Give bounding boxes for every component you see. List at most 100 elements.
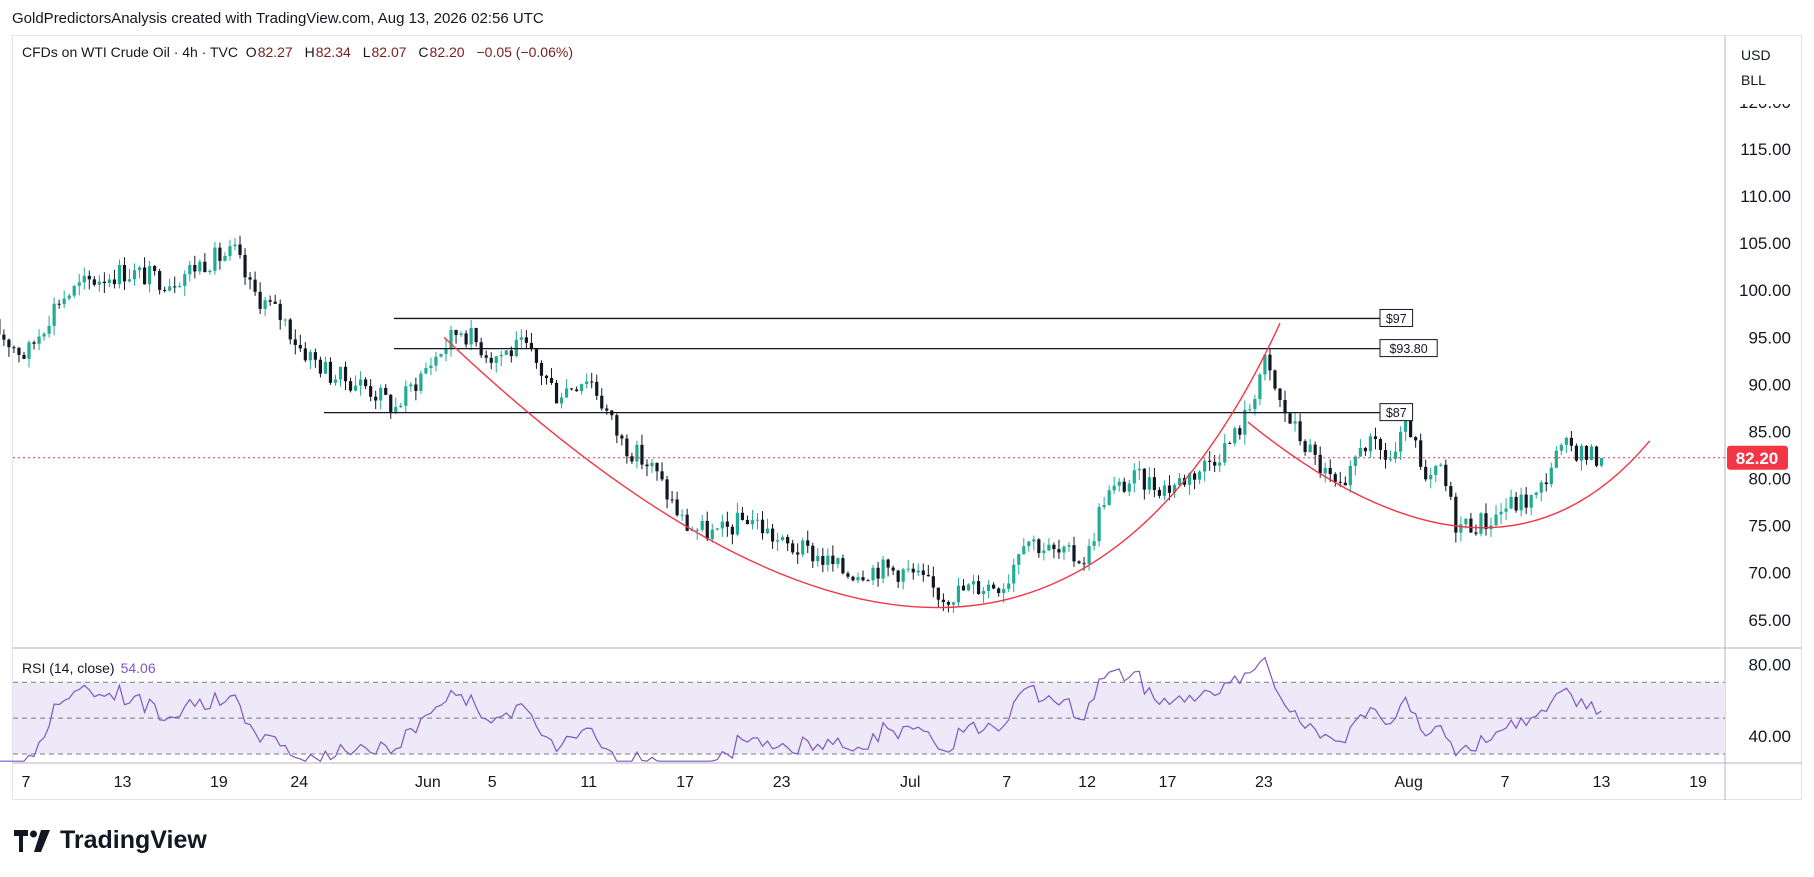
candle-body bbox=[7, 339, 11, 348]
rsi-tick-label: 80.00 bbox=[1748, 655, 1791, 674]
high-label: H bbox=[304, 44, 315, 60]
candle-body bbox=[876, 567, 880, 579]
rsi-label[interactable]: RSI (14, close) bbox=[22, 660, 115, 676]
candle-body bbox=[1534, 492, 1538, 496]
candle-body bbox=[921, 570, 925, 575]
candle-body bbox=[559, 397, 564, 404]
candle-body bbox=[1162, 485, 1167, 496]
candle-body bbox=[333, 379, 338, 383]
candle-body bbox=[660, 471, 664, 480]
candle-body bbox=[1248, 409, 1252, 411]
candle-body bbox=[1047, 544, 1051, 551]
candle-body bbox=[881, 559, 885, 579]
candle-body bbox=[1303, 441, 1307, 452]
candle-body bbox=[720, 521, 724, 529]
candle-body bbox=[464, 333, 468, 345]
candle-body bbox=[1383, 449, 1388, 460]
axes: 65.00 70.00 75.00 80.00 85.00 90.00 95.00 100.0… bbox=[22, 93, 1791, 791]
candle-body bbox=[1469, 518, 1473, 533]
time-tick-label: 7 bbox=[1501, 774, 1510, 791]
level-label: $97 bbox=[1386, 312, 1407, 326]
candle-body bbox=[886, 559, 890, 568]
candle-body bbox=[791, 543, 795, 553]
candle-body bbox=[715, 528, 719, 530]
candle-body bbox=[670, 499, 674, 501]
candle-body bbox=[82, 275, 86, 283]
candle-body bbox=[1127, 483, 1131, 492]
candle-body bbox=[1298, 421, 1302, 442]
unit-label[interactable]: BLL bbox=[1741, 72, 1766, 88]
candle-body bbox=[1484, 513, 1488, 530]
candle-body bbox=[1192, 473, 1197, 480]
currency-unit-box[interactable]: USD BLL bbox=[1731, 38, 1799, 104]
candle-body bbox=[971, 581, 976, 585]
candle-body bbox=[620, 435, 624, 439]
candle-body bbox=[554, 382, 559, 404]
candle-body bbox=[419, 373, 423, 391]
candle-body bbox=[1368, 436, 1373, 452]
candle-body bbox=[645, 464, 649, 467]
time-tick-label: 13 bbox=[1593, 774, 1611, 791]
candle-body bbox=[77, 282, 81, 286]
candle-body bbox=[544, 375, 549, 379]
time-tick-label: 23 bbox=[773, 774, 791, 791]
candle-body bbox=[1378, 439, 1383, 450]
level-label: $87 bbox=[1386, 406, 1407, 420]
time-tick-label: 24 bbox=[290, 774, 308, 791]
level-label-box bbox=[1379, 308, 1414, 327]
candle-body bbox=[534, 348, 539, 363]
candle-body bbox=[1042, 550, 1046, 554]
candle-body bbox=[52, 303, 56, 326]
candle-body bbox=[1479, 513, 1483, 534]
candle-body bbox=[439, 353, 443, 357]
candle-body bbox=[595, 381, 599, 396]
candle-body bbox=[343, 366, 348, 382]
currency-label[interactable]: USD bbox=[1741, 47, 1771, 63]
candle-body bbox=[1474, 532, 1478, 534]
candle-body bbox=[288, 319, 292, 340]
candle-body bbox=[47, 325, 51, 334]
price-tick-label: 105.00 bbox=[1739, 234, 1791, 253]
time-tick-label: 5 bbox=[488, 774, 497, 791]
candle-body bbox=[961, 585, 966, 591]
candle-body bbox=[1434, 465, 1438, 476]
candle-body bbox=[1032, 539, 1036, 542]
candle-body bbox=[72, 285, 76, 296]
candle-body bbox=[298, 344, 302, 349]
brand-name: TradingView bbox=[60, 826, 207, 854]
candle-body bbox=[27, 342, 31, 359]
candle-body bbox=[173, 286, 177, 288]
candle-body bbox=[253, 279, 257, 292]
candle-body bbox=[1027, 541, 1031, 547]
price-tick-label: 70.00 bbox=[1748, 564, 1791, 583]
candle-body bbox=[575, 389, 579, 392]
candle-body bbox=[318, 359, 323, 374]
candle-body bbox=[992, 584, 996, 589]
candle-body bbox=[826, 555, 830, 565]
candle-body bbox=[1348, 465, 1352, 486]
time-tick-label: Jul bbox=[900, 774, 920, 791]
candle-body bbox=[87, 275, 91, 280]
chart-frame bbox=[12, 35, 1802, 800]
candle-body bbox=[1353, 456, 1357, 466]
candle-body bbox=[775, 540, 780, 542]
candle-body bbox=[449, 330, 453, 349]
candle-body bbox=[911, 568, 915, 573]
candle-body bbox=[147, 266, 152, 285]
candle-body bbox=[1363, 447, 1368, 452]
candle-body bbox=[112, 279, 117, 285]
candle-body bbox=[866, 580, 870, 582]
candle-body bbox=[394, 407, 398, 412]
candle-body bbox=[1062, 546, 1066, 553]
candle-body bbox=[153, 266, 157, 272]
candle-body bbox=[1012, 564, 1016, 584]
tradingview-brand[interactable]: TradingView bbox=[14, 826, 207, 855]
candle-body bbox=[1147, 477, 1151, 490]
candle-body bbox=[1459, 524, 1463, 533]
candle-body bbox=[650, 462, 654, 467]
close-label: C bbox=[418, 44, 429, 60]
time-tick-label: Aug bbox=[1394, 774, 1422, 791]
candle-body bbox=[1444, 464, 1448, 487]
symbol-name[interactable]: CFDs on WTI Crude Oil · 4h · TVC bbox=[22, 44, 239, 60]
